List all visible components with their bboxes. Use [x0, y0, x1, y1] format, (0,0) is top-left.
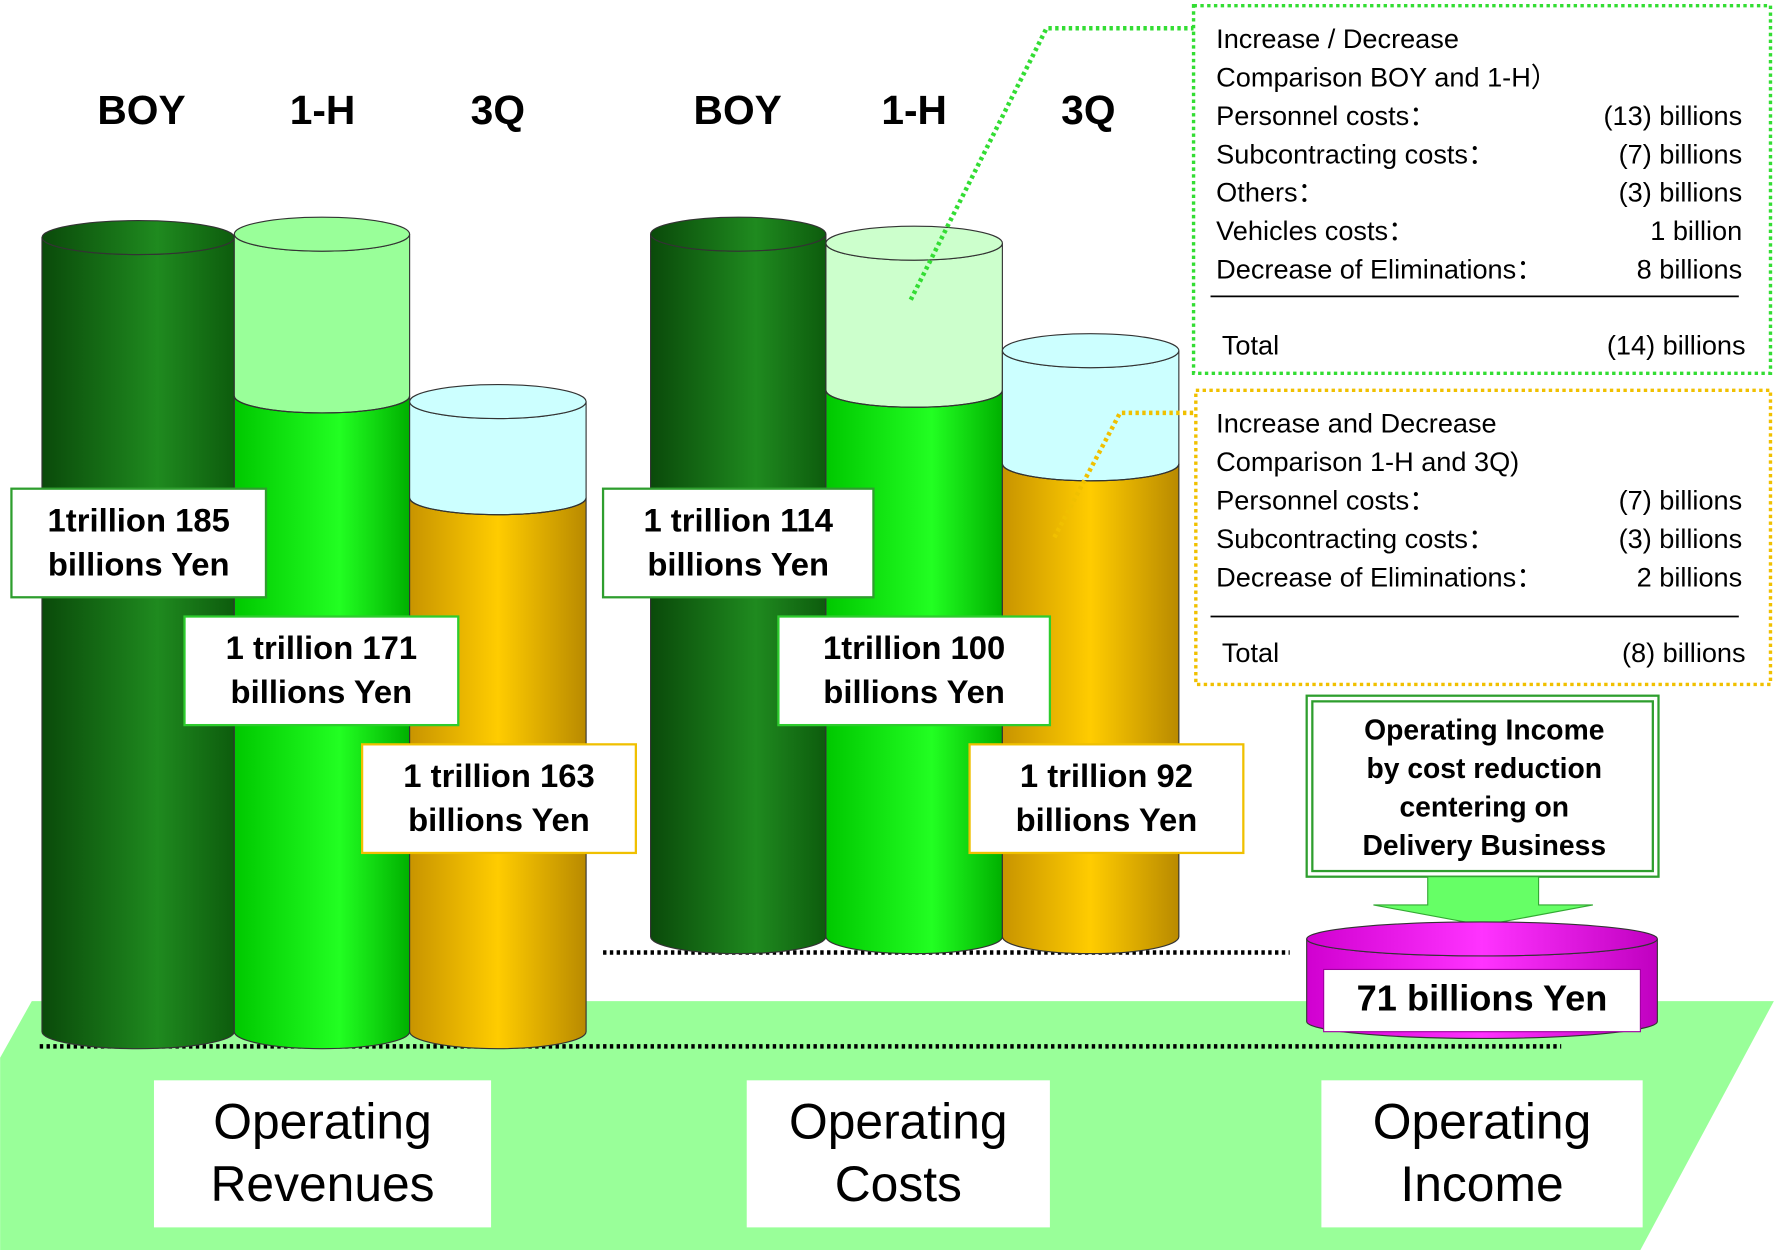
note-box-inner — [1311, 700, 1654, 873]
value-label: 1 trillion 114 — [643, 501, 833, 538]
column-header: 3Q — [1061, 87, 1115, 133]
detail-item: Decrease of Eliminations： — [1216, 254, 1543, 285]
detail-title: Increase / Decrease — [1216, 23, 1459, 54]
value-label: billions Yen — [48, 545, 230, 582]
caption: Operating — [789, 1094, 1008, 1150]
detail-item: Subcontracting costs： — [1216, 523, 1495, 554]
detail-total: (14) billions — [1607, 329, 1746, 360]
value-label: billions Yen — [231, 673, 413, 710]
value-box — [601, 487, 875, 599]
value-box — [777, 615, 1052, 727]
detail-item: Subcontracting costs： — [1216, 138, 1495, 169]
column-header: 1-H — [290, 87, 356, 133]
column-header: BOY — [97, 87, 185, 133]
cylinder-rim — [825, 390, 1003, 408]
arrow — [1373, 876, 1593, 926]
income-box — [1323, 968, 1641, 1033]
cylinder-top — [233, 216, 411, 252]
detail-title: Comparison BOY and 1-H） — [1216, 61, 1558, 92]
cylinder-body — [1001, 350, 1180, 482]
connector — [1052, 410, 1196, 539]
cylinder-rim — [1001, 463, 1180, 482]
note-text: centering on — [1399, 790, 1569, 822]
value-box — [10, 487, 268, 599]
cylinder-top — [1306, 921, 1658, 957]
detail-total: Total — [1222, 329, 1279, 360]
value-label: 1 trillion 163 — [403, 757, 594, 794]
note-text: Delivery Business — [1363, 829, 1607, 861]
caption: Operating — [213, 1094, 432, 1150]
detail-value: (3) billions — [1619, 177, 1743, 208]
detail-value: (13) billions — [1604, 100, 1743, 131]
value-box — [183, 615, 460, 727]
detail-item: Decrease of Eliminations： — [1216, 561, 1543, 592]
value-label: 1 trillion 92 — [1020, 757, 1193, 794]
detail-item: Vehicles costs： — [1216, 215, 1415, 246]
caption: Costs — [835, 1156, 962, 1212]
detail-value: 2 billions — [1637, 561, 1743, 592]
caption: Income — [1400, 1156, 1563, 1212]
cylinder-top — [409, 384, 587, 420]
caption-box — [1321, 1080, 1643, 1228]
detail-total: (8) billions — [1622, 637, 1746, 668]
value-label: billions Yen — [823, 673, 1005, 710]
note-text: by cost reduction — [1366, 752, 1602, 784]
value-box — [968, 743, 1245, 855]
connector — [908, 26, 1194, 301]
caption-box — [153, 1080, 492, 1228]
detail-box — [1194, 388, 1773, 687]
detail-item: Personnel costs： — [1216, 484, 1436, 515]
detail-value: (3) billions — [1619, 523, 1743, 554]
income-value: 71 billions Yen — [1357, 978, 1608, 1019]
detail-total: Total — [1222, 637, 1279, 668]
cylinder-top — [825, 225, 1003, 261]
value-label: 1trillion 185 — [48, 501, 230, 538]
cylinder-rim — [409, 497, 587, 516]
detail-box — [1191, 3, 1773, 375]
detail-value: (7) billions — [1619, 138, 1743, 169]
detail-value: 1 billion — [1650, 215, 1742, 246]
column-header: 3Q — [471, 87, 525, 133]
caption: Revenues — [210, 1156, 434, 1212]
value-label: billions Yen — [647, 545, 829, 582]
value-label: 1 trillion 171 — [226, 629, 417, 666]
value-label: billions Yen — [1016, 801, 1198, 838]
cylinder-rim — [233, 395, 411, 414]
column-header: 1-H — [881, 87, 947, 133]
cylinder-body — [233, 234, 411, 414]
value-label: 1trillion 100 — [823, 629, 1005, 666]
value-label: billions Yen — [408, 801, 590, 838]
cylinder-top — [41, 220, 235, 256]
detail-title: Increase and Decrease — [1216, 408, 1496, 439]
detail-item: Personnel costs： — [1216, 100, 1436, 131]
note-text: Operating Income — [1364, 713, 1604, 745]
note-box — [1305, 694, 1660, 878]
detail-item: Others： — [1216, 177, 1325, 208]
cylinder-body — [825, 243, 1003, 408]
detail-value: (7) billions — [1619, 484, 1743, 515]
detail-value: 8 billions — [1637, 254, 1743, 285]
cylinder-top — [1001, 333, 1180, 369]
caption-box — [746, 1080, 1050, 1228]
value-box — [360, 743, 637, 855]
cylinder-top — [650, 216, 827, 252]
detail-title: Comparison 1-H and 3Q) — [1216, 446, 1519, 477]
caption: Operating — [1373, 1094, 1592, 1150]
column-header: BOY — [694, 87, 782, 133]
